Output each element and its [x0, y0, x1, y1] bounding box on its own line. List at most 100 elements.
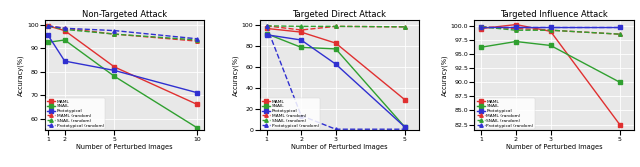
X-axis label: Number of Perturbed Images: Number of Perturbed Images — [76, 144, 173, 150]
Prototypical — [616, 26, 623, 28]
Legend: MAML, SNAIL, Prototypical, MAML (random), SNAIL (random), Prototypical (random): MAML, SNAIL, Prototypical, MAML (random)… — [261, 98, 320, 129]
SNAIL (random) — [44, 25, 52, 27]
Line: MAML (random): MAML (random) — [265, 24, 406, 32]
Prototypical — [262, 34, 270, 36]
Title: Targeted Influence Attack: Targeted Influence Attack — [500, 10, 608, 19]
Prototypical — [401, 126, 409, 128]
SNAIL (random) — [477, 26, 485, 28]
MAML — [44, 25, 52, 27]
Prototypical — [512, 26, 520, 28]
Line: MAML (random): MAML (random) — [46, 24, 199, 43]
Prototypical (random) — [332, 128, 340, 130]
SNAIL (random) — [61, 28, 68, 30]
MAML (random) — [61, 27, 68, 29]
Line: MAML: MAML — [46, 24, 199, 106]
X-axis label: Number of Perturbed Images: Number of Perturbed Images — [291, 144, 387, 150]
Prototypical (random) — [193, 38, 201, 40]
Line: SNAIL: SNAIL — [479, 40, 621, 84]
Prototypical (random) — [298, 115, 305, 117]
Prototypical — [477, 26, 485, 28]
MAML — [193, 104, 201, 106]
MAML — [262, 27, 270, 29]
SNAIL (random) — [262, 25, 270, 27]
Prototypical — [332, 63, 340, 65]
SNAIL — [193, 127, 201, 129]
MAML (random) — [44, 25, 52, 27]
SNAIL (random) — [298, 25, 305, 27]
Y-axis label: Accuracy(%): Accuracy(%) — [442, 54, 448, 96]
MAML — [401, 99, 409, 101]
MAML — [512, 24, 520, 26]
Y-axis label: Accuracy(%): Accuracy(%) — [18, 54, 24, 96]
Prototypical (random) — [401, 128, 409, 130]
MAML (random) — [298, 29, 305, 31]
SNAIL (random) — [111, 33, 118, 35]
Prototypical — [547, 26, 554, 28]
SNAIL (random) — [547, 29, 554, 31]
Prototypical (random) — [111, 30, 118, 32]
SNAIL — [332, 48, 340, 50]
MAML — [477, 28, 485, 30]
Prototypical (random) — [477, 26, 485, 28]
Prototypical (random) — [262, 25, 270, 27]
Prototypical — [193, 92, 201, 94]
MAML (random) — [262, 25, 270, 27]
Line: Prototypical (random): Prototypical (random) — [46, 24, 199, 41]
SNAIL — [262, 33, 270, 35]
X-axis label: Number of Perturbed Images: Number of Perturbed Images — [506, 144, 602, 150]
Title: Targeted Direct Attack: Targeted Direct Attack — [292, 10, 386, 19]
MAML (random) — [512, 28, 520, 30]
Legend: MAML, SNAIL, Prototypical, MAML (random), SNAIL (random), Prototypical (random): MAML, SNAIL, Prototypical, MAML (random)… — [46, 98, 106, 129]
Prototypical — [44, 34, 52, 36]
Line: SNAIL (random): SNAIL (random) — [479, 25, 621, 36]
Line: Prototypical: Prototypical — [479, 25, 621, 29]
SNAIL (random) — [616, 33, 623, 35]
Line: MAML: MAML — [479, 23, 621, 126]
MAML — [547, 30, 554, 32]
SNAIL (random) — [332, 25, 340, 27]
Prototypical (random) — [512, 26, 520, 28]
Prototypical (random) — [547, 26, 554, 28]
SNAIL — [44, 41, 52, 43]
MAML — [61, 30, 68, 32]
Line: SNAIL (random): SNAIL (random) — [265, 24, 406, 29]
Line: MAML: MAML — [265, 27, 406, 102]
SNAIL — [61, 39, 68, 41]
SNAIL — [477, 46, 485, 48]
MAML (random) — [616, 33, 623, 35]
MAML — [616, 124, 623, 126]
Line: SNAIL: SNAIL — [265, 32, 406, 129]
MAML — [298, 31, 305, 33]
MAML (random) — [332, 25, 340, 27]
Line: Prototypical (random): Prototypical (random) — [265, 25, 406, 131]
SNAIL — [298, 46, 305, 48]
SNAIL (random) — [512, 29, 520, 31]
MAML (random) — [111, 33, 118, 35]
Line: Prototypical: Prototypical — [46, 34, 199, 95]
MAML (random) — [477, 26, 485, 28]
MAML (random) — [401, 26, 409, 28]
SNAIL — [111, 75, 118, 77]
Prototypical (random) — [44, 25, 52, 27]
MAML — [332, 42, 340, 44]
Prototypical — [111, 69, 118, 71]
Line: SNAIL: SNAIL — [46, 38, 199, 130]
SNAIL — [547, 44, 554, 46]
Prototypical (random) — [616, 26, 623, 28]
Line: Prototypical: Prototypical — [265, 33, 406, 129]
Line: SNAIL (random): SNAIL (random) — [46, 24, 199, 42]
SNAIL — [401, 126, 409, 128]
SNAIL — [512, 41, 520, 43]
Legend: MAML, SNAIL, Prototypical, MAML (random), SNAIL (random), Prototypical (random): MAML, SNAIL, Prototypical, MAML (random)… — [476, 98, 535, 129]
MAML (random) — [193, 40, 201, 42]
SNAIL — [616, 81, 623, 83]
MAML — [111, 66, 118, 68]
SNAIL (random) — [193, 39, 201, 41]
Prototypical — [61, 60, 68, 62]
Prototypical — [298, 39, 305, 41]
MAML (random) — [547, 29, 554, 31]
Y-axis label: Accuracy(%): Accuracy(%) — [232, 54, 239, 96]
Prototypical (random) — [61, 27, 68, 29]
Title: Non-Targeted Attack: Non-Targeted Attack — [82, 10, 167, 19]
SNAIL (random) — [401, 26, 409, 28]
